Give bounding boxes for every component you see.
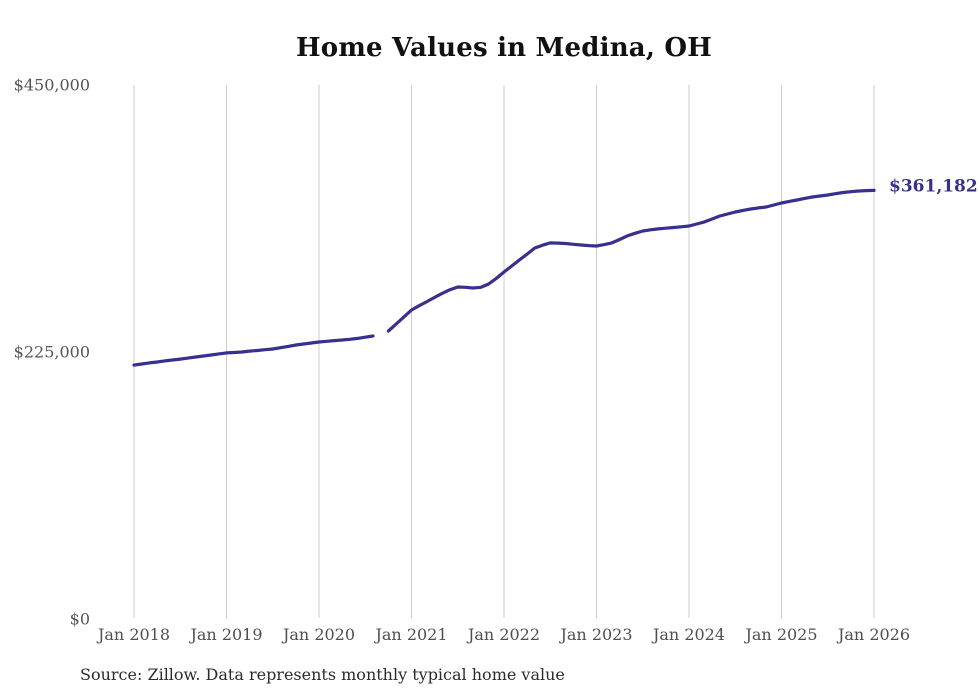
value-line-segment: [386, 188, 876, 333]
y-tick-label: $450,000: [14, 76, 90, 95]
x-tick-label: Jan 2023: [558, 625, 632, 644]
x-tick-label: Jan 2025: [743, 625, 817, 644]
x-tick-label: Jan 2019: [188, 625, 262, 644]
x-tick-label: Jan 2020: [281, 625, 355, 644]
value-line-segment: [132, 334, 375, 367]
y-tick-label: $225,000: [14, 343, 90, 362]
x-tick-label: Jan 2021: [373, 625, 447, 644]
chart-title: Home Values in Medina, OH: [296, 33, 712, 63]
x-tick-label: Jan 2024: [651, 625, 725, 644]
x-tick-label: Jan 2026: [836, 625, 910, 644]
y-tick-label: $0: [70, 610, 90, 629]
source-note: Source: Zillow. Data represents monthly …: [80, 665, 565, 684]
x-tick-label: Jan 2018: [96, 625, 170, 644]
x-tick-label: Jan 2022: [466, 625, 540, 644]
end-value-label: $361,182: [889, 176, 978, 196]
